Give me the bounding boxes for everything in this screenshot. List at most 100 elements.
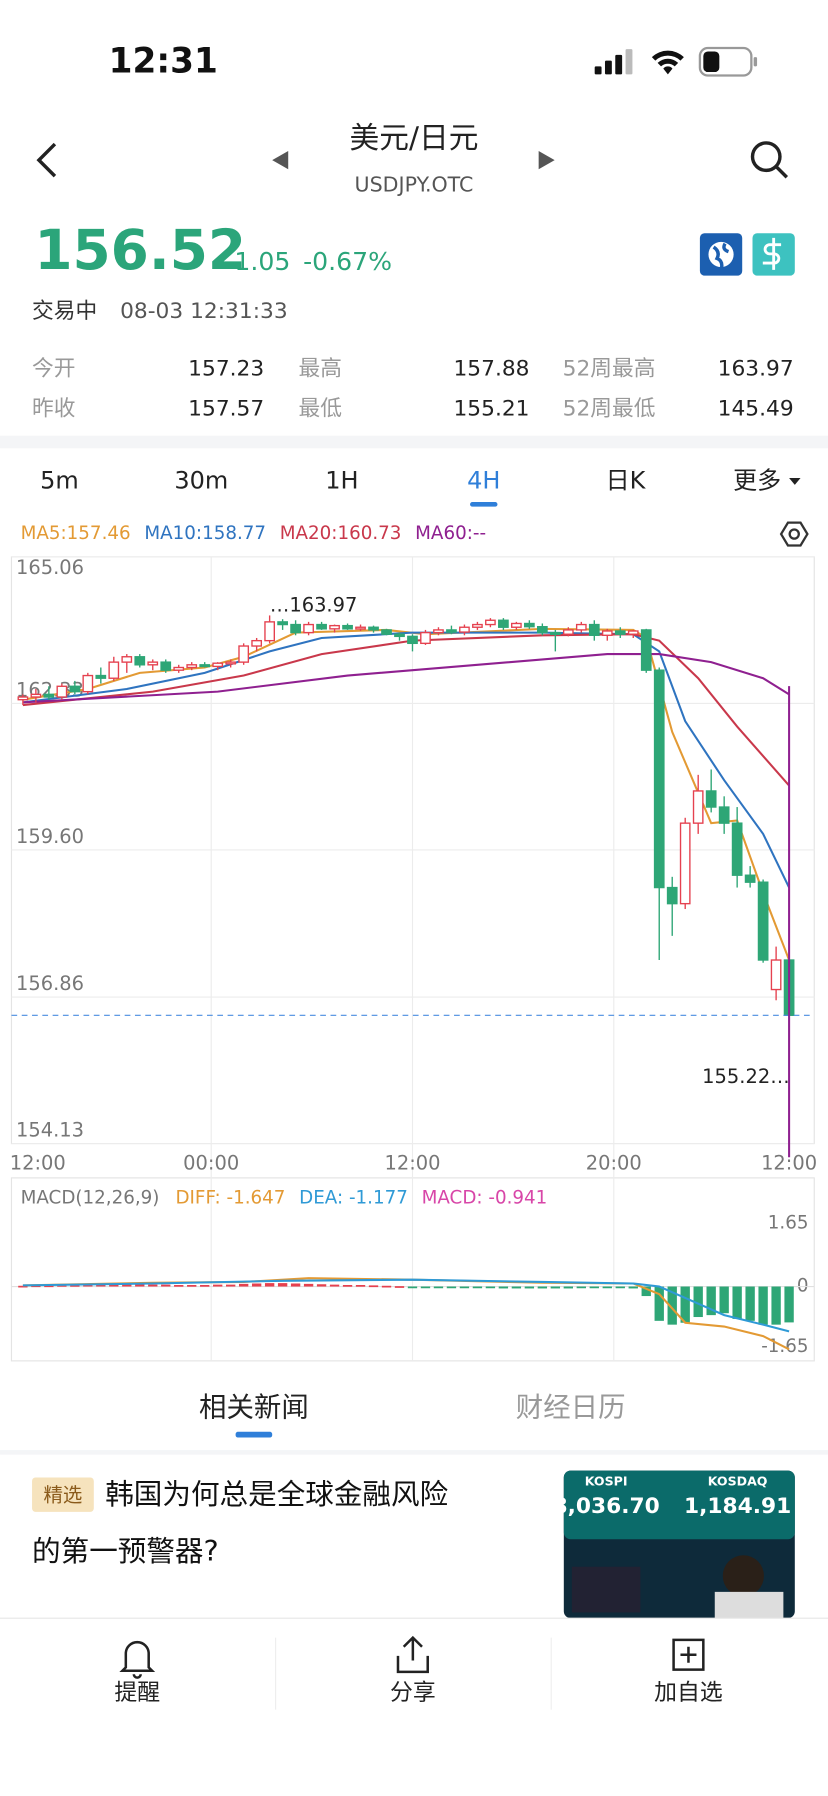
macd-legend: DEA: -1.177 <box>299 1187 408 1208</box>
macd-bar <box>135 1284 145 1287</box>
macd-bar <box>563 1286 574 1289</box>
candle-body <box>381 629 392 635</box>
chart-settings-dot <box>788 528 800 540</box>
price-change: -1.05 <box>225 247 290 276</box>
macd-bar <box>70 1285 80 1287</box>
macd-bar <box>251 1283 262 1287</box>
candle-body <box>511 622 522 628</box>
stat-label: 52周最低 <box>563 396 656 421</box>
period-tab[interactable]: 日K <box>606 466 647 494</box>
search-button[interactable] <box>750 141 789 179</box>
macd-bar <box>407 1286 418 1289</box>
stat-label: 最低 <box>298 396 341 421</box>
ma-legend: MA20:160.73 <box>280 523 402 544</box>
stat-value: 157.57 <box>188 396 264 421</box>
macd-bar <box>161 1284 171 1287</box>
candle-body <box>160 661 172 671</box>
x-tick-label: 12:00 <box>384 1152 440 1175</box>
watchlist-icon[interactable] <box>672 1638 705 1671</box>
stat-label: 今开 <box>32 356 75 381</box>
bottom-label[interactable]: 分享 <box>390 1680 436 1706</box>
macd-bar <box>459 1286 470 1289</box>
macd-bar <box>550 1286 561 1289</box>
currency-icon[interactable] <box>752 233 795 276</box>
candle-body <box>212 662 224 668</box>
candle-body <box>30 693 42 698</box>
macd-bar <box>303 1283 314 1287</box>
news-image[interactable]: KOSPI 8,036.70 KOSDAQ 1,184.91 <box>553 1470 795 1619</box>
chart-settings[interactable] <box>779 521 809 547</box>
news-tag-bg <box>32 1477 94 1512</box>
stat-label: 最高 <box>298 356 341 381</box>
more-caret[interactable] <box>789 478 801 485</box>
candle-body <box>536 626 548 634</box>
image-text: 1,184.91 <box>684 1494 791 1519</box>
macd-bar <box>485 1286 496 1289</box>
prev-symbol[interactable] <box>272 150 289 170</box>
bottom-label[interactable]: 加自选 <box>654 1680 723 1706</box>
period-tab[interactable]: 4H <box>467 466 500 494</box>
macd-bar <box>420 1286 431 1289</box>
candle-body <box>731 822 743 876</box>
share-icon[interactable] <box>396 1635 429 1674</box>
macd-bar <box>498 1286 509 1289</box>
macd-bar <box>472 1286 483 1289</box>
candle-body <box>134 656 146 666</box>
macd-title: MACD(12,26,9) <box>21 1187 160 1208</box>
macd-bar <box>771 1286 781 1325</box>
macd-bar <box>290 1283 301 1287</box>
macd-bar <box>18 1285 28 1288</box>
macd-bar <box>524 1286 535 1289</box>
stat-value: 157.88 <box>454 356 530 381</box>
macd-legend: MACD: -0.941 <box>422 1187 548 1208</box>
candle-body <box>264 621 275 642</box>
period-tab[interactable]: 1H <box>325 466 358 494</box>
news-tab-indicator <box>235 1431 273 1438</box>
candle-body <box>95 674 107 679</box>
macd-bar <box>732 1286 742 1319</box>
macd-bar <box>667 1286 677 1325</box>
stat-label: 昨收 <box>32 396 75 421</box>
news-headline[interactable]: 的第一预警器? <box>32 1534 219 1568</box>
macd-bar <box>355 1285 366 1287</box>
macd-bar <box>745 1286 755 1321</box>
x-tick-label: 00:00 <box>183 1152 239 1175</box>
macd-bar <box>83 1284 93 1287</box>
ma-legend: MA10:158.77 <box>144 523 266 544</box>
next-symbol[interactable] <box>538 150 555 170</box>
candle-body <box>186 664 198 669</box>
macd-bar <box>784 1286 794 1323</box>
candle-body <box>407 635 418 645</box>
candle-body <box>627 630 639 635</box>
candle-body <box>290 623 301 634</box>
candle-body <box>472 623 483 628</box>
alert-icon[interactable] <box>119 1641 156 1679</box>
macd-bar <box>433 1286 444 1289</box>
news-tag: 精选 <box>43 1483 82 1506</box>
news-headline[interactable]: 韩国为何总是全球金融风险 <box>105 1477 448 1511</box>
price-change-pct: -0.67% <box>303 247 392 276</box>
back-button[interactable] <box>36 142 57 178</box>
candle-body <box>524 622 535 628</box>
news-tab[interactable]: 财经日历 <box>516 1392 626 1423</box>
candle-body <box>342 624 353 630</box>
macd-bar <box>96 1284 106 1287</box>
macd-bar <box>122 1284 132 1287</box>
candle-body <box>718 806 730 824</box>
macd-bar <box>693 1286 703 1318</box>
candle-body <box>277 621 288 626</box>
globe-icon[interactable] <box>699 233 743 276</box>
candle-body <box>446 629 457 633</box>
macd-bar <box>589 1286 599 1289</box>
macd-bar <box>602 1286 612 1289</box>
candle-body <box>757 881 769 961</box>
bottom-label[interactable]: 提醒 <box>114 1680 160 1706</box>
news-tab[interactable]: 相关新闻 <box>199 1392 309 1423</box>
stat-label: 52周最高 <box>563 356 656 381</box>
period-tab[interactable]: 30m <box>174 466 228 494</box>
candle-body <box>485 619 496 626</box>
period-tab[interactable]: 更多 <box>733 466 781 494</box>
x-tick-label: 12:00 <box>761 1152 817 1175</box>
news-divider <box>0 1450 828 1455</box>
period-tab[interactable]: 5m <box>40 466 79 494</box>
